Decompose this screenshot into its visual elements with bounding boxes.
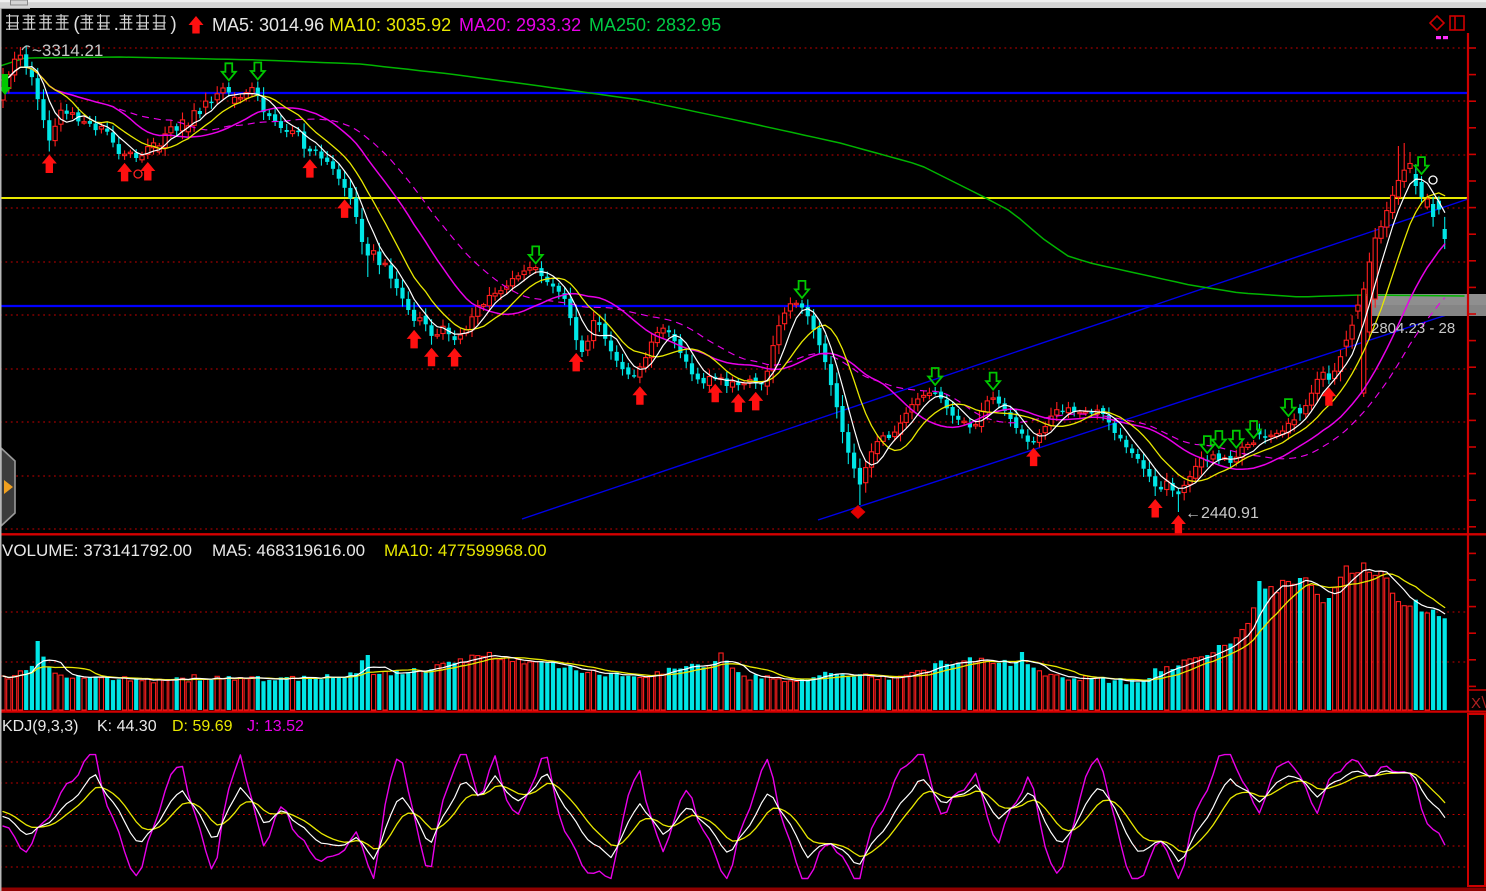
svg-text:J: 13.52: J: 13.52 xyxy=(247,718,304,735)
svg-text:VOLUME: 373141792.00: VOLUME: 373141792.00 xyxy=(2,541,192,560)
svg-text:MA250: 2832.95: MA250: 2832.95 xyxy=(589,15,721,35)
svg-text:2804.23 - 28: 2804.23 - 28 xyxy=(1371,320,1455,337)
svg-text:←2440.91: ←2440.91 xyxy=(1185,505,1259,522)
svg-text:KDJ(9,3,3): KDJ(9,3,3) xyxy=(2,718,78,735)
svg-text:(: ( xyxy=(73,14,80,35)
svg-text:.: . xyxy=(114,14,119,35)
svg-text:X: X xyxy=(1471,695,1481,712)
svg-text:D: 59.69: D: 59.69 xyxy=(172,718,233,735)
svg-text:~3314.21: ~3314.21 xyxy=(32,41,103,60)
svg-text:K: 44.30: K: 44.30 xyxy=(97,718,157,735)
svg-text:MA10: 3035.92: MA10: 3035.92 xyxy=(329,15,451,35)
svg-text:): ) xyxy=(170,14,176,35)
svg-text:MA10: 477599968.00: MA10: 477599968.00 xyxy=(384,541,547,560)
svg-text:MA5: 468319616.00: MA5: 468319616.00 xyxy=(212,541,365,560)
svg-text:MA20: 2933.32: MA20: 2933.32 xyxy=(459,15,581,35)
svg-text:MA5: 3014.96: MA5: 3014.96 xyxy=(212,15,324,35)
